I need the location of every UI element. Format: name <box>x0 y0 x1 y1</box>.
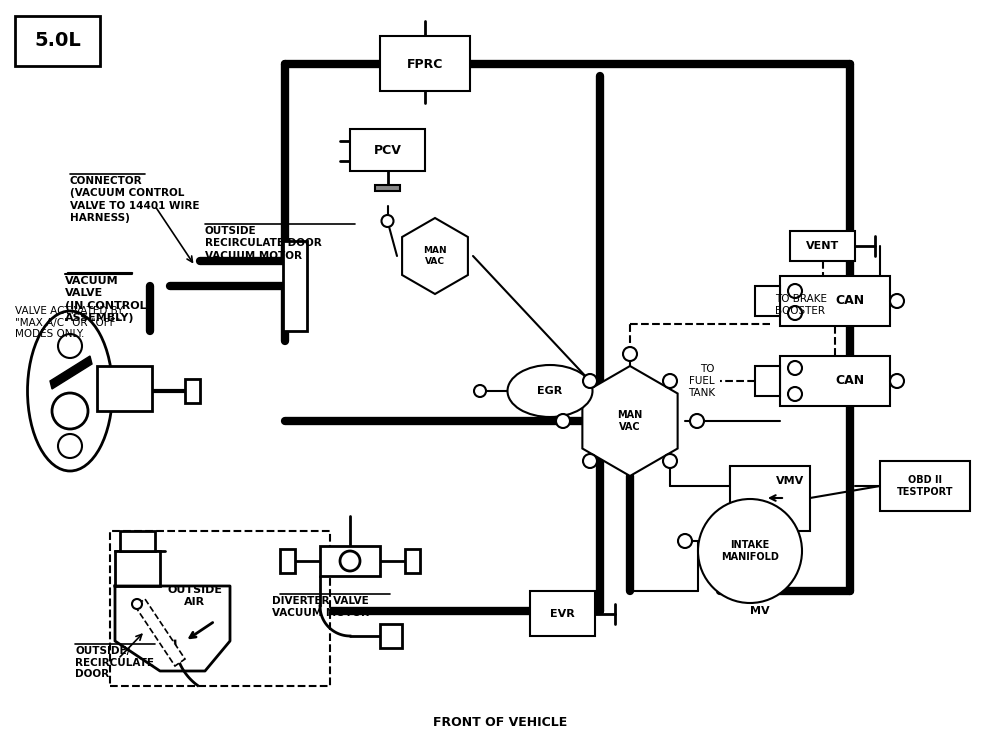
Circle shape <box>890 294 904 308</box>
FancyBboxPatch shape <box>97 366 152 411</box>
Polygon shape <box>582 366 678 476</box>
Circle shape <box>583 454 597 468</box>
FancyBboxPatch shape <box>120 531 155 551</box>
Text: OUTSIDE/
RECIRCULATE
DOOR: OUTSIDE/ RECIRCULATE DOOR <box>75 646 154 679</box>
FancyBboxPatch shape <box>115 551 160 586</box>
Text: PCV: PCV <box>374 144 401 156</box>
FancyBboxPatch shape <box>780 356 890 406</box>
Circle shape <box>663 454 677 468</box>
FancyBboxPatch shape <box>280 549 295 573</box>
Text: MV: MV <box>750 606 770 616</box>
Text: VALVE ACTIVATED BY
"MAX A/C" OR "OFF"
MODES ONLY.: VALVE ACTIVATED BY "MAX A/C" OR "OFF" MO… <box>15 306 123 339</box>
Circle shape <box>678 534 692 548</box>
Circle shape <box>788 284 802 298</box>
Text: EVR: EVR <box>550 609 575 619</box>
Text: FPRC: FPRC <box>407 58 443 70</box>
Text: DIVERTER VALVE
VACUUM MOTOR: DIVERTER VALVE VACUUM MOTOR <box>272 596 368 617</box>
Circle shape <box>623 347 637 361</box>
FancyBboxPatch shape <box>375 185 400 191</box>
Text: TO
FUEL
TANK: TO FUEL TANK <box>688 365 715 398</box>
FancyBboxPatch shape <box>320 546 380 576</box>
Text: FRONT OF VEHICLE: FRONT OF VEHICLE <box>433 717 567 729</box>
FancyBboxPatch shape <box>283 241 307 331</box>
Circle shape <box>788 361 802 375</box>
Ellipse shape <box>28 311 112 471</box>
FancyBboxPatch shape <box>880 461 970 511</box>
Text: MAN
VAC: MAN VAC <box>423 246 447 266</box>
Circle shape <box>690 414 704 428</box>
Text: OUTSIDE
RECIRCULATE DOOR
VACUUM MOTOR: OUTSIDE RECIRCULATE DOOR VACUUM MOTOR <box>205 226 322 261</box>
Text: MAN
VAC: MAN VAC <box>617 411 643 432</box>
Text: OUTSIDE
AIR: OUTSIDE AIR <box>168 585 222 607</box>
Ellipse shape <box>508 365 592 417</box>
Bar <box>110 531 330 686</box>
FancyBboxPatch shape <box>755 286 780 316</box>
Text: CAN: CAN <box>835 294 865 308</box>
FancyBboxPatch shape <box>780 276 890 326</box>
Circle shape <box>698 499 802 603</box>
Text: VENT: VENT <box>806 241 839 251</box>
Text: VMV: VMV <box>776 476 804 486</box>
Text: CAN: CAN <box>835 374 865 388</box>
Circle shape <box>58 334 82 358</box>
Circle shape <box>556 414 570 428</box>
FancyBboxPatch shape <box>755 366 780 396</box>
Text: TO BRAKE
BOOSTER: TO BRAKE BOOSTER <box>775 294 827 316</box>
Text: EGR: EGR <box>537 386 563 396</box>
Circle shape <box>788 306 802 320</box>
Text: CONNECTOR
(VACUUM CONTROL
VALVE TO 14401 WIRE
HARNESS): CONNECTOR (VACUUM CONTROL VALVE TO 14401… <box>70 176 200 223</box>
Polygon shape <box>135 599 185 666</box>
Polygon shape <box>50 356 92 389</box>
Circle shape <box>663 374 677 388</box>
Circle shape <box>890 374 904 388</box>
Circle shape <box>340 551 360 571</box>
FancyBboxPatch shape <box>380 624 402 648</box>
Circle shape <box>583 374 597 388</box>
Circle shape <box>474 385 486 397</box>
Text: VACUUM
VALVE
(IN CONTROL
ASSEMBLY): VACUUM VALVE (IN CONTROL ASSEMBLY) <box>65 276 147 323</box>
Text: 5.0L: 5.0L <box>34 32 81 50</box>
FancyBboxPatch shape <box>380 36 470 91</box>
Text: OBD II
TESTPORT: OBD II TESTPORT <box>897 475 953 496</box>
Polygon shape <box>402 218 468 294</box>
FancyBboxPatch shape <box>15 16 100 66</box>
Circle shape <box>788 387 802 401</box>
Circle shape <box>382 215 394 227</box>
FancyBboxPatch shape <box>530 591 595 636</box>
Circle shape <box>132 599 142 609</box>
FancyBboxPatch shape <box>405 549 420 573</box>
FancyBboxPatch shape <box>350 129 425 171</box>
FancyBboxPatch shape <box>185 379 200 403</box>
Text: INTAKE
MANIFOLD: INTAKE MANIFOLD <box>721 540 779 562</box>
FancyBboxPatch shape <box>790 231 855 261</box>
Circle shape <box>58 434 82 458</box>
Circle shape <box>52 393 88 429</box>
FancyBboxPatch shape <box>730 466 810 531</box>
